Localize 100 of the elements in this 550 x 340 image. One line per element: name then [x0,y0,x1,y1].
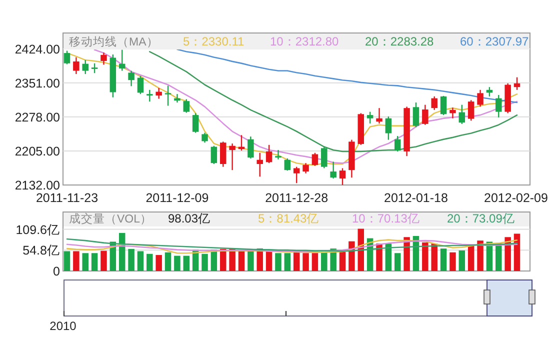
candlestick [468,100,474,122]
bar [183,256,190,271]
candlestick [496,94,502,118]
bar [440,248,447,271]
bar [73,251,80,271]
bar [164,252,172,271]
y-tick-label: 2424.00 [14,42,60,56]
x-tick-label: 2012-02-09 [484,191,548,205]
candlestick [183,98,190,114]
text: 5：81.43亿 [258,212,319,226]
candlestick [64,50,70,65]
candlestick [256,152,263,178]
bar [468,246,474,271]
candlestick [422,104,428,126]
series-label: 20：73.09亿 [447,212,514,226]
bar [504,237,511,271]
annotation: 98.03亿 [168,212,210,226]
candlestick [458,104,466,125]
bar [174,256,180,271]
candlestick [412,102,420,128]
bar [229,248,236,271]
y-tick-label: 2205.00 [14,144,60,158]
candlestick [440,95,447,116]
bar [394,253,401,271]
candlestick [192,112,199,134]
y-tick-label: 2278.00 [14,110,60,124]
candlestick [376,107,382,124]
bar [450,252,456,271]
bar [256,248,263,271]
legend-title: 成交量（VOL） [69,212,152,226]
candlestick [128,70,134,87]
candlestick [137,75,144,95]
x-tick-label: 2011-12-09 [146,191,209,205]
bar [477,240,484,271]
candlestick [284,158,291,172]
bar [496,244,502,271]
candlestick [156,87,162,100]
candlestick [146,89,153,102]
candlestick [229,142,236,171]
bar [302,253,309,271]
candlestick [210,145,218,165]
candlestick [164,85,172,106]
candlestick [366,111,374,124]
candlestick [450,107,456,119]
bar [385,244,392,271]
bar [248,251,254,271]
candlestick [431,96,438,111]
y-tick-label: 109.6亿 [16,222,60,237]
bar [64,251,70,271]
candlestick [275,149,282,160]
candlestick [220,141,226,168]
bar [339,252,346,271]
text: 5：2330.11 [183,34,244,48]
x-tick-label: 2012-01-18 [384,191,448,205]
candlestick [202,132,208,144]
candlestick [248,136,254,160]
y-tick-label: 54.8亿 [22,244,60,258]
bar [293,252,300,271]
bar [284,253,291,271]
bar [238,251,245,271]
bar [91,253,98,271]
bar [100,250,107,271]
bar [321,252,328,271]
bar [458,250,466,271]
bar [202,254,208,271]
x-tick-label: 2011-12-28 [265,191,328,205]
bar [146,254,153,271]
candlestick [118,49,126,72]
bar [82,253,88,271]
text: 20：2283.28 [365,34,434,48]
candlestick [174,93,180,104]
y-tick-label: 2132.00 [14,178,60,192]
candlestick [477,89,484,108]
bar [431,244,438,271]
candlestick [100,52,107,66]
candlestick [91,62,98,74]
bar [266,251,272,271]
y-tick-label: 0 [53,264,60,278]
series-label: 10：70.13亿 [352,212,420,226]
candlestick [514,76,520,90]
candlestick [73,56,80,75]
bar [137,251,144,271]
text: 10：2312.80 [270,34,340,48]
line-series [149,51,518,152]
x-tick-label: 2011-11-23 [36,191,98,205]
candlestick [339,168,346,186]
y-tick-label: 2351.00 [14,76,60,90]
legend-title: 移动均线（MA） [69,36,158,48]
candlestick [266,144,272,164]
candlestick [312,152,318,166]
candlestick [302,162,309,174]
text: 60：2307.97 [460,34,530,48]
candlestick [330,161,336,180]
text: 2010 [50,319,77,333]
bar [312,253,318,271]
bar [128,248,134,271]
bar [275,253,282,271]
candlestick [82,59,88,75]
bar [514,234,520,271]
candlestick [394,135,401,152]
